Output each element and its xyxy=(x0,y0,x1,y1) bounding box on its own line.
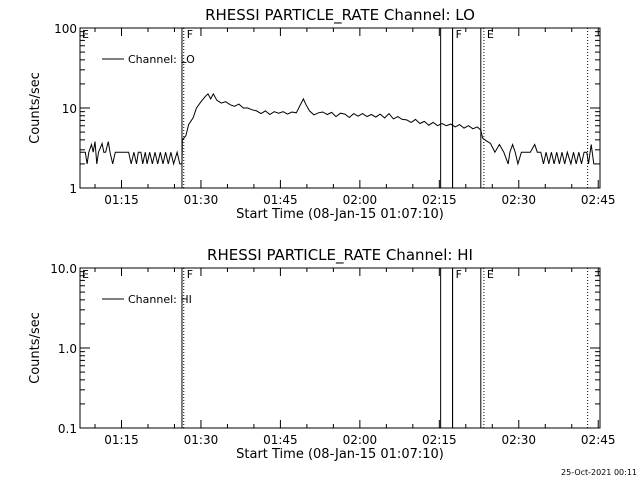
chart-panel-hi: RHESSI PARTICLE_RATE Channel: HI F F E E 0.1 1… xyxy=(28,246,616,462)
x-tick-label: 02:30 xyxy=(501,193,536,207)
legend-label: Channel: LO xyxy=(128,53,195,66)
x-tick-label: 02:45 xyxy=(581,193,616,207)
event-marker-label: F xyxy=(187,268,193,281)
x-tick-label: 01:15 xyxy=(104,193,139,207)
chart-title: RHESSI PARTICLE_RATE Channel: HI xyxy=(207,246,473,265)
x-axis-label: Start Time (08-Jan-15 01:07:10) xyxy=(236,207,444,222)
event-marker-label: E xyxy=(487,28,494,41)
y-tick-label: 0.1 xyxy=(58,422,77,436)
x-tick-label: 02:15 xyxy=(422,193,457,207)
series-line xyxy=(80,92,596,166)
x-tick-label: 01:15 xyxy=(104,433,139,447)
chart-title: RHESSI PARTICLE_RATE Channel: LO xyxy=(205,6,475,25)
x-tick-label: 02:00 xyxy=(343,193,378,207)
x-tick-label: 01:30 xyxy=(184,433,219,447)
x-tick-label: 01:45 xyxy=(263,193,298,207)
event-marker-label: E xyxy=(487,268,494,281)
footer-timestamp: 25-Oct-2021 00:11 xyxy=(561,468,637,477)
x-tick-label: 02:15 xyxy=(422,433,457,447)
chart-panel-lo: RHESSI PARTICLE_RATE Channel: LO F F E E 1 10 1… xyxy=(28,6,616,222)
x-tick-label: 01:45 xyxy=(263,433,298,447)
y-axis-label: Counts/sec xyxy=(28,312,43,384)
y-tick-label: 1.0 xyxy=(58,342,77,356)
plot-frame xyxy=(79,267,601,429)
x-tick-label: 02:30 xyxy=(501,433,536,447)
y-axis-label: Counts/sec xyxy=(28,72,43,144)
x-axis-label: Start Time (08-Jan-15 01:07:10) xyxy=(236,447,444,462)
x-tick-label: 02:45 xyxy=(581,433,616,447)
corner-label: E xyxy=(82,268,89,281)
x-tick-label: 01:30 xyxy=(184,193,219,207)
y-tick-label: 100 xyxy=(54,22,77,36)
corner-label: E xyxy=(82,28,89,41)
x-tick-label: 02:00 xyxy=(343,433,378,447)
y-tick-label: 10.0 xyxy=(50,262,77,276)
legend-label: Channel: HI xyxy=(128,293,192,306)
event-marker-label: F xyxy=(456,268,462,281)
event-marker-label: F xyxy=(187,28,193,41)
y-tick-label: 1 xyxy=(69,182,77,196)
y-tick-label: 10 xyxy=(62,102,77,116)
event-marker-label: F xyxy=(456,28,462,41)
